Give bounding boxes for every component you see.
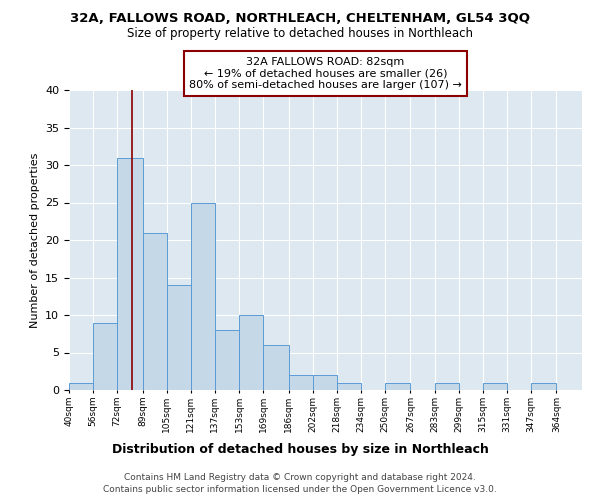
Bar xyxy=(483,382,507,390)
Text: Contains HM Land Registry data © Crown copyright and database right 2024.: Contains HM Land Registry data © Crown c… xyxy=(124,472,476,482)
Y-axis label: Number of detached properties: Number of detached properties xyxy=(29,152,40,328)
Text: Distribution of detached houses by size in Northleach: Distribution of detached houses by size … xyxy=(112,442,488,456)
Bar xyxy=(143,232,167,390)
Bar xyxy=(385,382,410,390)
Bar xyxy=(69,382,93,390)
Bar xyxy=(289,375,313,390)
Text: Contains public sector information licensed under the Open Government Licence v3: Contains public sector information licen… xyxy=(103,485,497,494)
Bar xyxy=(93,322,117,390)
Bar xyxy=(434,382,458,390)
Bar xyxy=(263,345,289,390)
Bar xyxy=(117,158,143,390)
Bar xyxy=(167,285,191,390)
Bar xyxy=(191,202,215,390)
Bar xyxy=(531,382,556,390)
Bar xyxy=(313,375,337,390)
Text: 32A, FALLOWS ROAD, NORTHLEACH, CHELTENHAM, GL54 3QQ: 32A, FALLOWS ROAD, NORTHLEACH, CHELTENHA… xyxy=(70,12,530,26)
Bar xyxy=(337,382,361,390)
Text: 32A FALLOWS ROAD: 82sqm
← 19% of detached houses are smaller (26)
80% of semi-de: 32A FALLOWS ROAD: 82sqm ← 19% of detache… xyxy=(189,57,462,90)
Text: Size of property relative to detached houses in Northleach: Size of property relative to detached ho… xyxy=(127,28,473,40)
Bar xyxy=(239,315,263,390)
Bar xyxy=(215,330,239,390)
